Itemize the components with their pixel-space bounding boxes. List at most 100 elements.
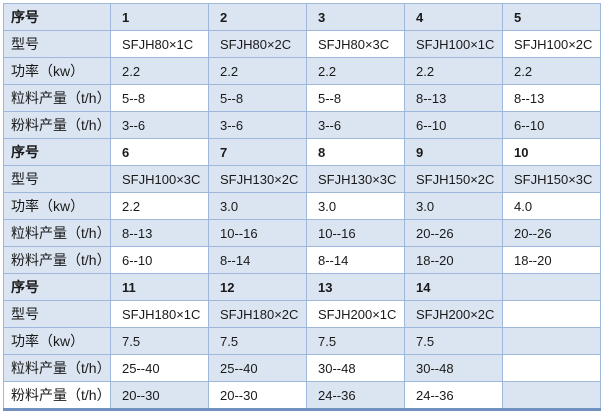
row-label-powder: 粉料产量（t/h） xyxy=(3,111,111,139)
cell-serial: 4 xyxy=(404,3,503,31)
cell-serial: 8 xyxy=(306,138,405,166)
cell-pellet: 5--8 xyxy=(110,84,209,112)
model-row-block3: 型号 SFJH180×1C SFJH180×2C SFJH200×1C SFJH… xyxy=(3,300,601,328)
cell-powder: 20--30 xyxy=(208,381,307,410)
row-label-serial: 序号 xyxy=(3,138,111,166)
row-label-model: 型号 xyxy=(3,300,111,328)
cell-power: 2.2 xyxy=(404,57,503,85)
cell-model: SFJH200×2C xyxy=(404,300,503,328)
cell-model: SFJH100×2C xyxy=(502,30,601,58)
row-label-pellet: 粒料产量（t/h） xyxy=(3,354,111,382)
cell-model: SFJH150×3C xyxy=(502,165,601,193)
cell-powder xyxy=(502,381,601,410)
cell-pellet: 30--48 xyxy=(306,354,405,382)
cell-power: 7.5 xyxy=(404,327,503,355)
cell-serial: 3 xyxy=(306,3,405,31)
cell-power: 2.2 xyxy=(110,192,209,220)
cell-pellet: 25--40 xyxy=(208,354,307,382)
cell-pellet: 25--40 xyxy=(110,354,209,382)
spec-table: 序号 1 2 3 4 5 型号 SFJH80×1C SFJH80×2C SFJH… xyxy=(3,3,601,411)
serial-row-block3: 序号 11 12 13 14 xyxy=(3,273,601,301)
cell-powder: 3--6 xyxy=(110,111,209,139)
cell-model: SFJH200×1C xyxy=(306,300,405,328)
model-row-block2: 型号 SFJH100×3C SFJH130×2C SFJH130×3C SFJH… xyxy=(3,165,601,193)
cell-power: 7.5 xyxy=(110,327,209,355)
cell-pellet: 5--8 xyxy=(306,84,405,112)
cell-power: 2.2 xyxy=(502,57,601,85)
cell-pellet xyxy=(502,354,601,382)
cell-pellet: 10--16 xyxy=(208,219,307,247)
serial-row-block2: 序号 6 7 8 9 10 xyxy=(3,138,601,166)
row-label-power: 功率（kw） xyxy=(3,327,111,355)
cell-powder: 20--30 xyxy=(110,381,209,410)
cell-serial: 11 xyxy=(110,273,209,301)
cell-pellet: 8--13 xyxy=(110,219,209,247)
cell-serial xyxy=(502,273,601,301)
cell-pellet: 30--48 xyxy=(404,354,503,382)
cell-model: SFJH100×1C xyxy=(404,30,503,58)
cell-pellet: 5--8 xyxy=(208,84,307,112)
cell-serial: 1 xyxy=(110,3,209,31)
cell-pellet: 8--13 xyxy=(404,84,503,112)
cell-model: SFJH130×2C xyxy=(208,165,307,193)
cell-serial: 13 xyxy=(306,273,405,301)
model-row-block1: 型号 SFJH80×1C SFJH80×2C SFJH80×3C SFJH100… xyxy=(3,30,601,58)
row-label-serial: 序号 xyxy=(3,3,111,31)
cell-pellet: 20--26 xyxy=(502,219,601,247)
cell-pellet: 20--26 xyxy=(404,219,503,247)
cell-power: 3.0 xyxy=(208,192,307,220)
cell-serial: 5 xyxy=(502,3,601,31)
cell-powder: 8--14 xyxy=(306,246,405,274)
pellet-row-block1: 粒料产量（t/h） 5--8 5--8 5--8 8--13 8--13 xyxy=(3,84,601,112)
cell-pellet: 10--16 xyxy=(306,219,405,247)
power-row-block1: 功率（kw） 2.2 2.2 2.2 2.2 2.2 xyxy=(3,57,601,85)
row-label-pellet: 粒料产量（t/h） xyxy=(3,84,111,112)
cell-powder: 6--10 xyxy=(110,246,209,274)
cell-power xyxy=(502,327,601,355)
cell-power: 3.0 xyxy=(404,192,503,220)
pellet-row-block2: 粒料产量（t/h） 8--13 10--16 10--16 20--26 20-… xyxy=(3,219,601,247)
cell-serial: 9 xyxy=(404,138,503,166)
cell-pellet: 8--13 xyxy=(502,84,601,112)
row-label-pellet: 粒料产量（t/h） xyxy=(3,219,111,247)
row-label-powder: 粉料产量（t/h） xyxy=(3,381,111,410)
serial-row-block1: 序号 1 2 3 4 5 xyxy=(3,3,601,31)
power-row-block2: 功率（kw） 2.2 3.0 3.0 3.0 4.0 xyxy=(3,192,601,220)
cell-serial: 10 xyxy=(502,138,601,166)
row-label-model: 型号 xyxy=(3,30,111,58)
cell-model: SFJH100×3C xyxy=(110,165,209,193)
cell-model xyxy=(502,300,601,328)
powder-row-block1: 粉料产量（t/h） 3--6 3--6 3--6 6--10 6--10 xyxy=(3,111,601,139)
cell-powder: 24--36 xyxy=(306,381,405,410)
cell-powder: 6--10 xyxy=(404,111,503,139)
cell-model: SFJH150×2C xyxy=(404,165,503,193)
cell-power: 2.2 xyxy=(306,57,405,85)
cell-model: SFJH180×2C xyxy=(208,300,307,328)
cell-power: 3.0 xyxy=(306,192,405,220)
cell-power: 7.5 xyxy=(208,327,307,355)
row-label-powder: 粉料产量（t/h） xyxy=(3,246,111,274)
cell-serial: 7 xyxy=(208,138,307,166)
cell-serial: 2 xyxy=(208,3,307,31)
row-label-serial: 序号 xyxy=(3,273,111,301)
cell-model: SFJH80×2C xyxy=(208,30,307,58)
cell-model: SFJH180×1C xyxy=(110,300,209,328)
cell-power: 7.5 xyxy=(306,327,405,355)
cell-powder: 3--6 xyxy=(306,111,405,139)
cell-powder: 18--20 xyxy=(404,246,503,274)
cell-powder: 6--10 xyxy=(502,111,601,139)
cell-model: SFJH80×1C xyxy=(110,30,209,58)
cell-powder: 18--20 xyxy=(502,246,601,274)
cell-model: SFJH130×3C xyxy=(306,165,405,193)
cell-power: 2.2 xyxy=(110,57,209,85)
cell-serial: 6 xyxy=(110,138,209,166)
row-label-model: 型号 xyxy=(3,165,111,193)
pellet-row-block3: 粒料产量（t/h） 25--40 25--40 30--48 30--48 xyxy=(3,354,601,382)
powder-row-block2: 粉料产量（t/h） 6--10 8--14 8--14 18--20 18--2… xyxy=(3,246,601,274)
cell-powder: 8--14 xyxy=(208,246,307,274)
powder-row-block3: 粉料产量（t/h） 20--30 20--30 24--36 24--36 xyxy=(3,381,601,410)
cell-power: 2.2 xyxy=(208,57,307,85)
row-label-power: 功率（kw） xyxy=(3,57,111,85)
cell-powder: 3--6 xyxy=(208,111,307,139)
cell-powder: 24--36 xyxy=(404,381,503,410)
